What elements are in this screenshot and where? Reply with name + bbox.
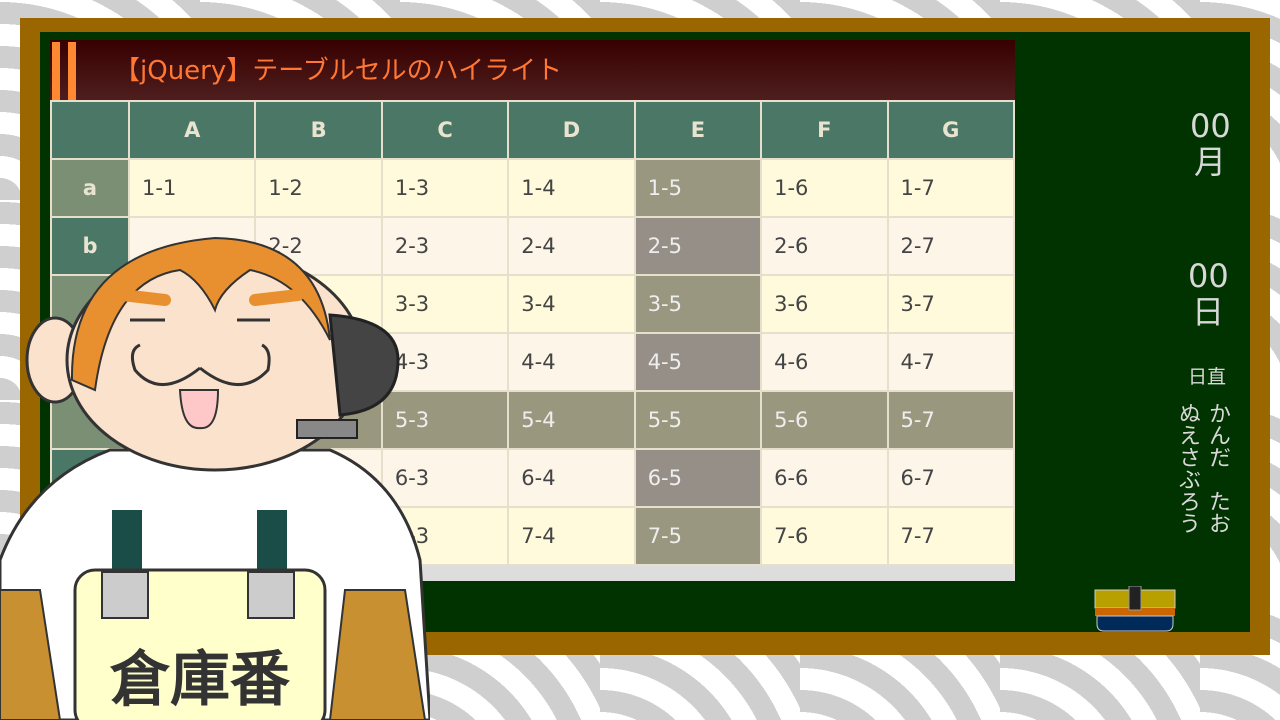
column-header: G (886, 100, 1016, 160)
table-cell[interactable]: 3-5 (633, 274, 763, 334)
duty-name: かんだ たお (1205, 402, 1230, 534)
table-cell[interactable]: 2-3 (380, 216, 510, 276)
table-cell[interactable]: 7-5 (633, 506, 763, 566)
table-cell[interactable]: 3-7 (886, 274, 1016, 334)
day-value: 00 (1188, 257, 1229, 295)
table-cell[interactable]: 2-5 (633, 216, 763, 276)
month-unit: 月 (1193, 143, 1226, 181)
table-cell[interactable]: 6-3 (380, 448, 510, 508)
table-cell[interactable]: 1-4 (507, 158, 636, 218)
column-header: A (127, 100, 257, 160)
table-cell[interactable]: 6-7 (886, 448, 1016, 508)
duty-label: 日直 (1188, 366, 1227, 388)
table-cell[interactable]: 4-7 (886, 332, 1016, 392)
table-cell[interactable]: 3-6 (760, 274, 889, 334)
title-accent (68, 42, 76, 100)
table-cell[interactable]: 1-2 (254, 158, 383, 218)
table-cell[interactable]: 7-7 (886, 506, 1016, 566)
table-cell[interactable]: 6-6 (760, 448, 889, 508)
title-bar: 【jQuery】テーブルセルのハイライト (50, 40, 1015, 100)
column-header: C (380, 100, 510, 160)
table-cell[interactable]: 1-5 (633, 158, 763, 218)
table-cell[interactable]: 5-5 (633, 390, 763, 450)
warehouse-keeper-character: 倉庫番 (0, 236, 430, 720)
table-cell[interactable]: 6-4 (507, 448, 636, 508)
table-cell[interactable]: 6-5 (633, 448, 763, 508)
row-header: b (50, 216, 130, 276)
table-cell[interactable]: 4-3 (380, 332, 510, 392)
duty-name: ぬえさぶろう (1175, 402, 1200, 534)
column-header: E (633, 100, 763, 160)
row-header: a (50, 158, 130, 218)
column-header: B (254, 100, 383, 160)
title-accent (52, 42, 60, 100)
table-cell[interactable]: 7-4 (507, 506, 636, 566)
month-display: 00 月 (1190, 107, 1231, 181)
table-cell[interactable]: 5-3 (380, 390, 510, 450)
table-cell[interactable]: 4-6 (760, 332, 889, 392)
table-cell[interactable]: 4-5 (633, 332, 763, 392)
table-cell[interactable]: 1-1 (127, 158, 257, 218)
column-header: F (760, 100, 889, 160)
table-cell[interactable]: 2-6 (760, 216, 889, 276)
table-cell[interactable]: 5-6 (760, 390, 889, 450)
sign-text: 倉庫番 (109, 645, 290, 715)
table-cell[interactable]: 1-7 (886, 158, 1016, 218)
month-value: 00 (1190, 107, 1231, 145)
duty-names: かんだ たお ぬえさぶろう (1172, 402, 1232, 562)
table-row: a 1-1 1-2 1-3 1-4 1-5 1-6 1-7 (50, 158, 1016, 218)
table-cell[interactable]: 7-6 (760, 506, 889, 566)
table-cell[interactable]: 1-3 (380, 158, 510, 218)
page-title: 【jQuery】テーブルセルのハイライト (114, 56, 563, 86)
day-display: 00 日 (1188, 257, 1229, 331)
table-cell[interactable]: 3-3 (380, 274, 510, 334)
table-cell[interactable]: 2-7 (886, 216, 1016, 276)
corner-cell (50, 100, 130, 160)
table-cell[interactable]: 4-4 (507, 332, 636, 392)
table-cell[interactable]: 5-4 (507, 390, 636, 450)
table-cell[interactable]: 3-4 (507, 274, 636, 334)
table-cell[interactable]: 2-4 (507, 216, 636, 276)
table-cell[interactable]: 5-7 (886, 390, 1016, 450)
table-cell[interactable]: 1-6 (760, 158, 889, 218)
column-header: D (507, 100, 636, 160)
day-unit: 日 (1191, 293, 1224, 331)
eraser-icon (1094, 586, 1176, 632)
